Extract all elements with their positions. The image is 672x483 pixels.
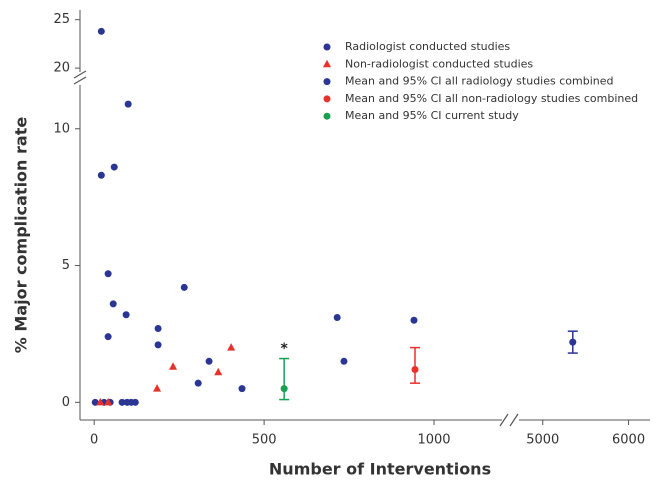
point [180,283,188,291]
point [333,314,341,322]
point [340,357,348,365]
point [91,398,99,406]
axis-breaks [73,70,519,427]
point [104,397,113,406]
point [280,385,288,393]
y-axis-title: % Major complication rate [12,117,31,354]
y-break [73,70,87,79]
legend-label: Mean and 95% CI all non-radiology studie… [345,92,638,105]
y-tick-label: 5 [62,258,70,273]
y-tick-label: 10 [53,121,70,136]
x-tick-label: 1000 [417,433,450,448]
x-tick-label: 500 [252,433,277,448]
x-tick-label: 5000 [526,433,559,448]
point [124,100,132,108]
legend-marker [323,95,331,103]
point [569,338,577,346]
point [104,333,112,341]
y-tick-label: 20 [53,61,70,76]
point [154,324,162,332]
y-tick-label: 0 [62,395,70,410]
legend: Radiologist conducted studies Non-radiolo… [345,40,638,122]
point [214,367,223,376]
legend-marker [323,59,331,68]
point [97,171,105,179]
error-bar [410,346,421,384]
legend-label: Mean and 95% CI current study [345,109,519,122]
point [110,163,118,171]
x-break [509,413,519,427]
legend-label: Non-radiologist conducted studies [345,57,533,70]
point [109,300,117,308]
point [227,343,236,351]
y-break [73,76,87,85]
point [118,398,126,406]
x-axis-title: Number of Interventions [269,460,491,479]
y-tick-label: 25 [53,12,70,27]
point [154,341,162,349]
error-bar [279,357,290,401]
point [131,398,139,406]
legend-marker [323,78,331,86]
point [169,362,178,370]
point [153,384,162,392]
point [194,379,202,387]
point [104,270,112,278]
point [410,316,418,324]
x-tick-label: 6000 [612,433,645,448]
legend-marker [323,112,331,120]
point [238,385,246,393]
annotation: * [281,341,289,357]
point [411,365,419,373]
legend-label: Radiologist conducted studies [345,40,510,53]
x-break [499,413,509,427]
point [122,311,130,319]
legend-label: Mean and 95% CI all radiology studies co… [345,75,614,88]
point [97,27,105,35]
point [96,397,105,406]
point [205,357,213,365]
x-tick-label: 0 [90,433,98,448]
legend-marker [323,43,331,51]
